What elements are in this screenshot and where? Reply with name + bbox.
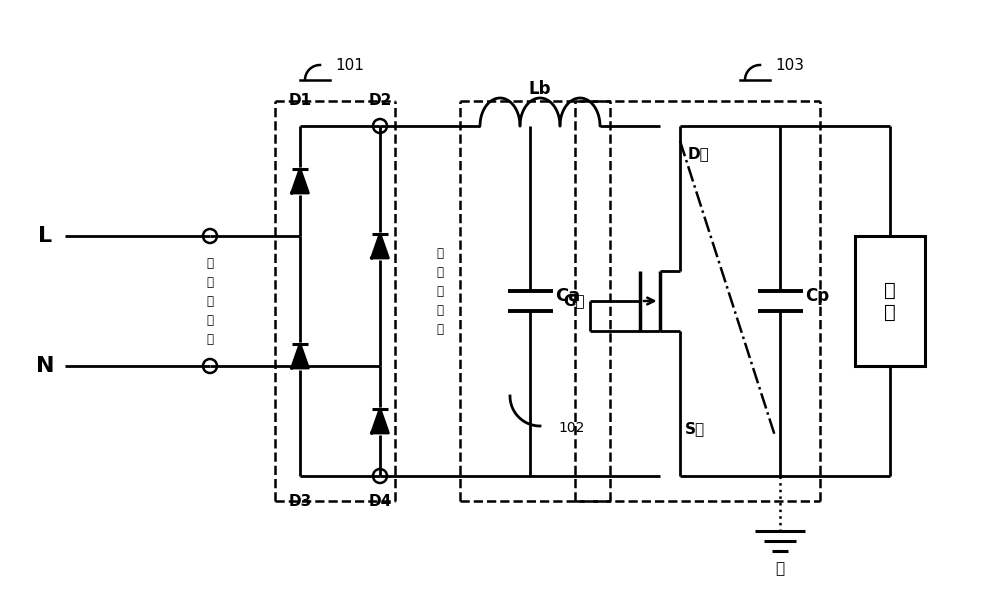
- Polygon shape: [292, 169, 308, 193]
- Text: 负
载: 负 载: [884, 280, 896, 322]
- Text: 101: 101: [335, 58, 364, 73]
- FancyBboxPatch shape: [855, 236, 925, 366]
- Polygon shape: [292, 344, 308, 368]
- Text: D1: D1: [288, 93, 312, 108]
- Text: D4: D4: [368, 494, 392, 509]
- Text: D3: D3: [288, 494, 312, 509]
- Polygon shape: [372, 409, 388, 433]
- Text: D2: D2: [368, 93, 392, 108]
- Text: L: L: [38, 226, 52, 246]
- Text: Ca: Ca: [555, 287, 580, 305]
- Polygon shape: [372, 234, 388, 258]
- Text: 103: 103: [775, 58, 804, 73]
- Text: S极: S极: [685, 421, 705, 436]
- Text: N: N: [36, 356, 54, 376]
- Text: 电
源
输
入
端: 电 源 输 入 端: [207, 256, 214, 346]
- Text: 102: 102: [558, 421, 584, 435]
- Text: Cp: Cp: [805, 287, 829, 305]
- Text: 地: 地: [775, 561, 785, 576]
- Text: 电
源
输
出
端: 电 源 输 出 端: [436, 246, 444, 336]
- Text: D极: D极: [688, 146, 710, 161]
- Text: G极: G极: [563, 293, 585, 309]
- Text: Lb: Lb: [529, 80, 551, 98]
